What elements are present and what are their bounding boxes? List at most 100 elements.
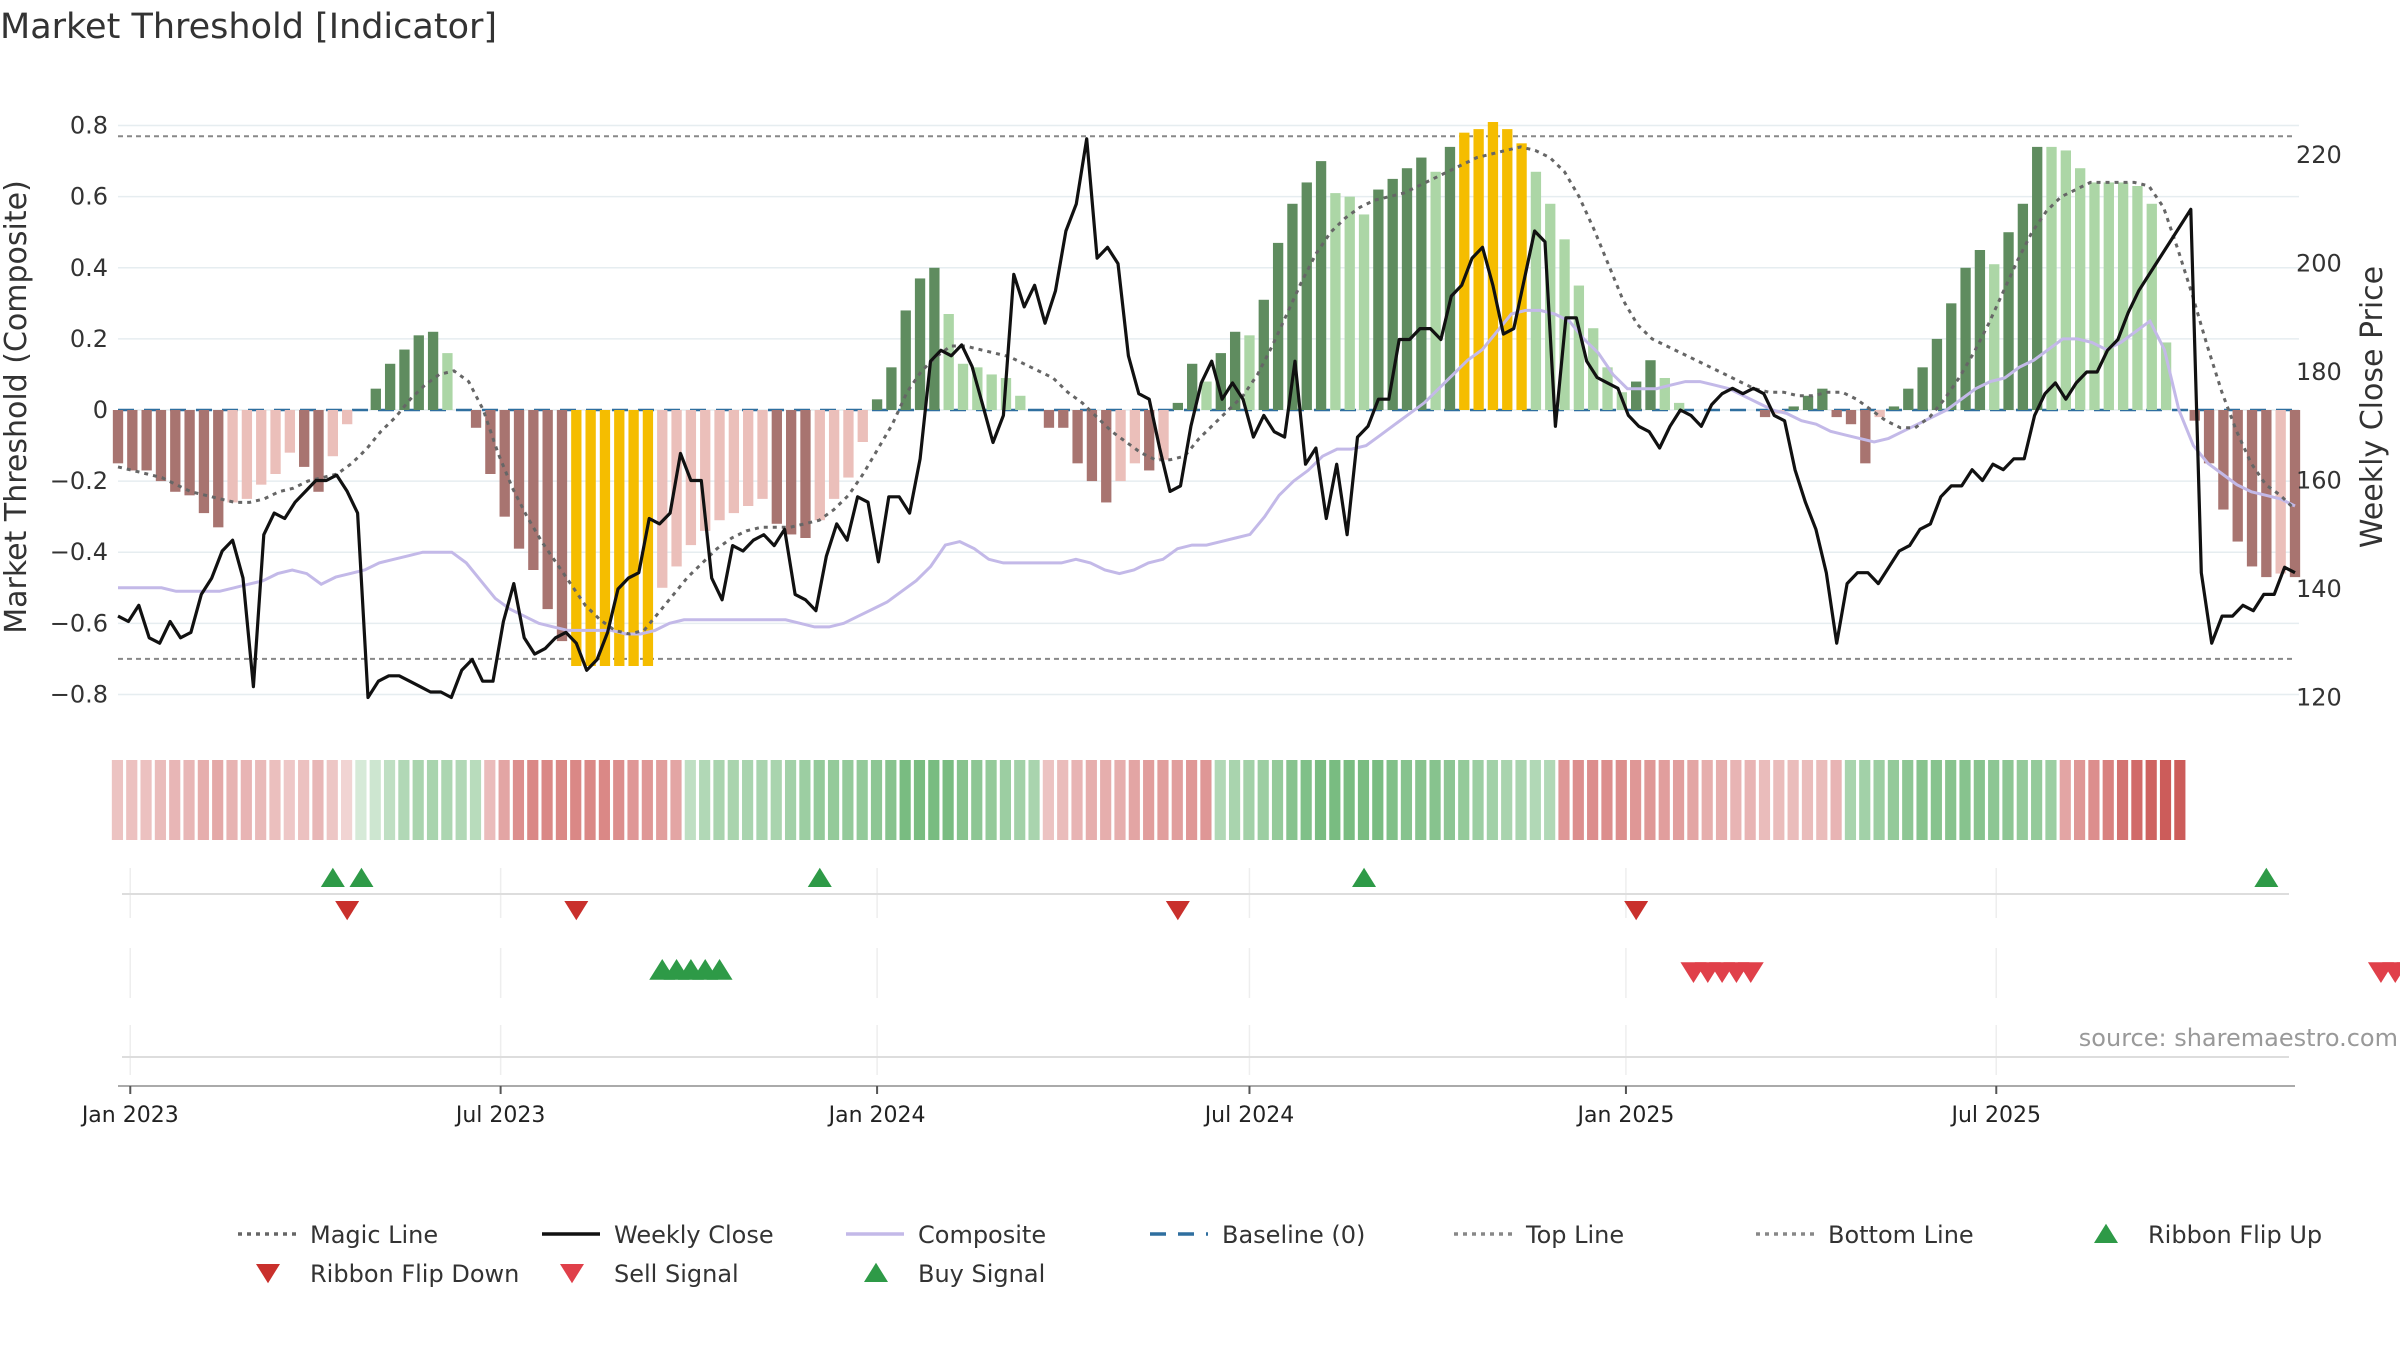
ribbon-cell [154, 760, 166, 840]
legend: Magic Line Weekly Close Composite Baseline … [238, 1221, 2322, 1288]
legend-label: Sell Signal [614, 1260, 739, 1288]
ribbon-cell [570, 760, 582, 840]
ribbon-cell [999, 760, 1011, 840]
ribbon-cell [1959, 760, 1971, 840]
composite-bar [1201, 381, 1212, 410]
ribbon-cell [1400, 760, 1413, 840]
ribbon-cell [1644, 760, 1656, 840]
ribbon-cell [1572, 760, 1584, 840]
composite-bar [614, 410, 625, 666]
ribbon-cell [1314, 760, 1327, 840]
composite-bar [170, 410, 181, 492]
right-axis-label: Weekly Close Price [2355, 266, 2390, 548]
composite-bar [843, 410, 854, 478]
composite-bar [857, 410, 868, 442]
ribbon-cell [2088, 760, 2100, 840]
x-tick-label: Jan 2025 [1575, 1103, 1674, 1128]
composite-bar [127, 410, 138, 471]
ribbon-flip-panel [122, 867, 2289, 921]
composite-bar [1874, 410, 1885, 418]
composite-bar [1272, 242, 1284, 410]
composite-bar [198, 410, 210, 514]
ribbon-cell [1443, 760, 1455, 840]
composite-bar [642, 410, 654, 666]
composite-bar [1115, 410, 1126, 482]
ribbon-cell [2074, 760, 2086, 840]
composite-bar [2046, 146, 2057, 410]
ribbon-cell [1501, 760, 1513, 840]
ribbon-cell [928, 760, 940, 840]
right-tick-label: 200 [2296, 250, 2342, 278]
ribbon-cell [942, 760, 954, 840]
left-tick-label: −0.4 [50, 538, 108, 566]
ribbon-flip-down-marker [1165, 901, 1190, 921]
composite-bar [1473, 129, 1484, 410]
ribbon-cell [1787, 760, 1799, 840]
right-tick-label: 220 [2296, 141, 2342, 169]
sell-signal-marker [2396, 962, 2400, 968]
source-text: source: sharemaestro.com [2079, 1024, 2398, 1052]
ribbon-cell [1801, 760, 1814, 840]
ribbon-cell [2031, 760, 2043, 840]
ribbon-cell [1844, 760, 1857, 840]
ribbon-cell [1916, 760, 1928, 840]
composite-bar [2246, 410, 2258, 567]
ribbon-cell [2159, 760, 2172, 840]
legend-item: Magic Line [238, 1221, 438, 1249]
composite-bar [599, 410, 611, 666]
main-panel: 0.8 0.6 0.4 0.2 0 −0.2 −0.4 −0.6 −0.8 220 200 180 1… [0, 112, 2390, 712]
signal-panel [129, 948, 2400, 998]
composite-bar [1416, 157, 1427, 410]
composite-bar [327, 410, 338, 457]
composite-bar [1673, 402, 1685, 410]
composite-bar [1860, 410, 1871, 464]
composite-bar [1043, 410, 1055, 428]
composite-bar [1516, 143, 1527, 411]
composite-bar [1845, 410, 1857, 425]
ribbon-cell [1601, 760, 1613, 840]
legend-item: Bottom Line [1756, 1221, 1974, 1249]
ribbon-cell [412, 760, 424, 840]
ribbon-cell [1744, 760, 1756, 840]
ribbon-cell [598, 760, 610, 840]
left-tick-label: 0 [93, 396, 108, 424]
x-tick-label: Jan 2024 [827, 1103, 926, 1128]
ribbon-cell [1544, 760, 1556, 840]
legend-label: Ribbon Flip Up [2148, 1221, 2322, 1249]
composite-bar [1172, 402, 1184, 410]
composite-bar [1759, 410, 1771, 418]
ribbon-cell [140, 760, 152, 840]
ribbon-cell [1701, 760, 1713, 840]
composite-bar [1187, 363, 1198, 410]
composite-bar [1960, 267, 1971, 410]
ribbon-cell [1157, 760, 1169, 840]
composite-bar [1344, 196, 1355, 410]
composite-bar [2003, 232, 2014, 410]
chart-title: Market Threshold [Indicator] [0, 7, 497, 47]
ribbon-cell [1830, 760, 1842, 840]
ribbon-cell [1672, 760, 1685, 840]
legend-item: Weekly Close [542, 1221, 774, 1249]
ribbon-cell [498, 760, 510, 840]
composite-bar [771, 410, 782, 524]
composite-bar [427, 331, 439, 410]
composite-bar [1358, 214, 1370, 410]
composite-bar [785, 410, 797, 535]
composite-bar [1315, 161, 1327, 410]
composite-bar [1831, 410, 1842, 418]
ribbon-cell [1730, 760, 1742, 840]
composite-bar [413, 335, 424, 410]
composite-bar [485, 410, 496, 474]
ribbon-cell [512, 760, 525, 840]
weekly-close-line [117, 137, 2296, 700]
ribbon-cell [2002, 760, 2014, 840]
ribbon-cell [1630, 760, 1642, 840]
ribbon-cell [899, 760, 911, 840]
ribbon-cell [111, 760, 124, 840]
composite-bar [112, 410, 124, 464]
x-tick-label: Jul 2024 [1203, 1103, 1295, 1128]
ribbon-cell [1228, 760, 1241, 840]
ribbon-flip-up-marker [320, 867, 345, 887]
bottom-panel [122, 1025, 2289, 1075]
